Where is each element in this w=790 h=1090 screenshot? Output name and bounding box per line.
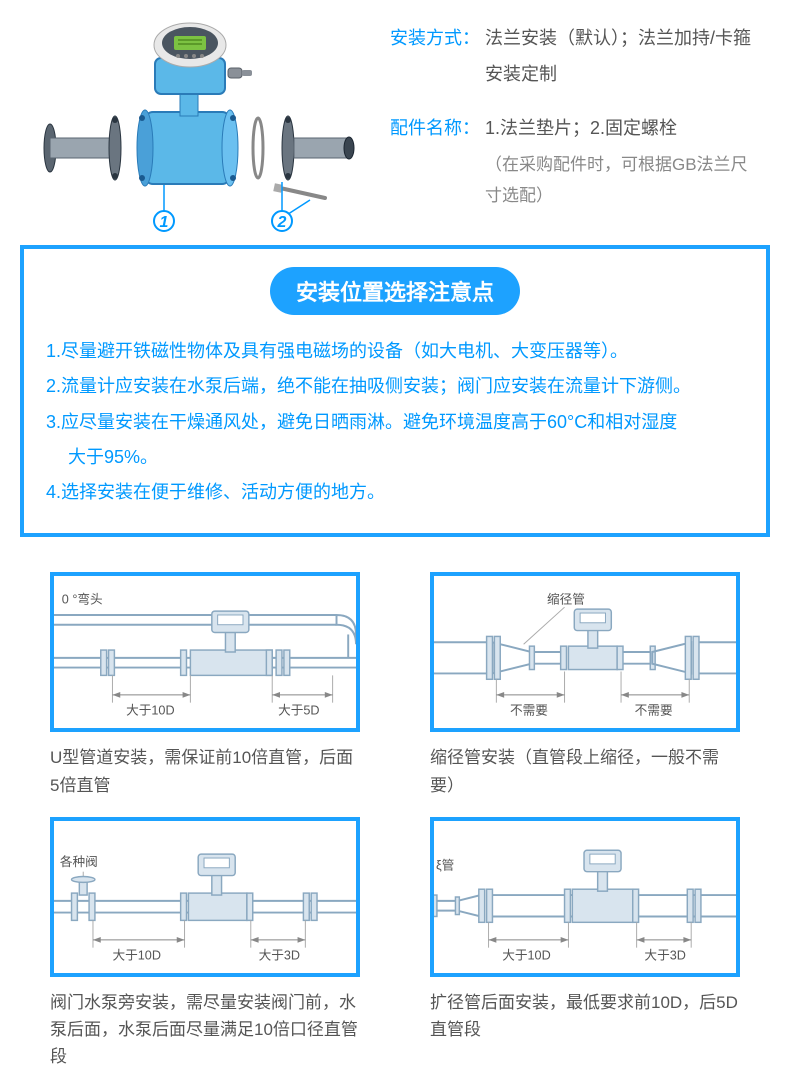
spec-value: 1.法兰垫片；2.固定螺栓 bbox=[485, 110, 677, 146]
product-diagram: 1 2 bbox=[30, 20, 360, 220]
spec-label: 配件名称： bbox=[390, 110, 485, 146]
label-top: 各种阀 bbox=[60, 854, 98, 869]
notice-item: 3.应尽量安装在干燥通风处，避免日晒雨淋。避免环境温度高于60°C和相对湿度 bbox=[46, 406, 744, 439]
dim-right: 大于3D bbox=[259, 948, 301, 962]
spec-note: （在采购配件时，可根据GB法兰尺寸选配） bbox=[485, 150, 760, 211]
dim-right: 大于5D bbox=[278, 704, 320, 718]
spec-label: 安装方式： bbox=[390, 20, 485, 92]
install-caption: U型管道安装，需保证前10倍直管，后面5倍直管 bbox=[50, 744, 360, 798]
dim-left: 大于10D bbox=[112, 948, 161, 962]
product-spec-row: 1 2 安装方式： 法兰安装（默认）；法兰加持/卡箍安装定制 配件名称： 1.法… bbox=[0, 0, 790, 230]
dim-left: 大于10D bbox=[502, 948, 551, 962]
notice-list: 1.尽量避开铁磁性物体及具有强电磁场的设备（如大电机、大变压器等）。 2.流量计… bbox=[46, 335, 744, 509]
dim-right: 大于3D bbox=[644, 948, 686, 962]
install-diagram: 0 °弯头 bbox=[50, 572, 360, 732]
install-panel-expander: ξ管 bbox=[430, 817, 740, 1071]
install-diagram: 缩径管 bbox=[430, 572, 740, 732]
notice-item: 4.选择安装在便于维修、活动方便的地方。 bbox=[46, 476, 744, 509]
label-top: 0 °弯头 bbox=[62, 592, 103, 607]
install-panel-reducer: 缩径管 bbox=[430, 572, 740, 798]
install-diagram: 各种阀 bbox=[50, 817, 360, 977]
dim-right: 不需要 bbox=[635, 704, 673, 718]
install-caption: 阀门水泵旁安装，需尽量安装阀门前，水泵后面，水泵后面尽量满足10倍口径直管段 bbox=[50, 989, 360, 1071]
callout-1: 1 bbox=[153, 210, 175, 232]
install-diagram-grid: 0 °弯头 bbox=[0, 552, 790, 1090]
dim-left: 不需要 bbox=[510, 704, 548, 718]
callout-2: 2 bbox=[271, 210, 293, 232]
spec-row-install: 安装方式： 法兰安装（默认）；法兰加持/卡箍安装定制 bbox=[390, 20, 760, 92]
install-caption: 扩径管后面安装，最低要求前10D，后5D直管段 bbox=[430, 989, 740, 1043]
spec-list: 安装方式： 法兰安装（默认）；法兰加持/卡箍安装定制 配件名称： 1.法兰垫片；… bbox=[390, 20, 760, 220]
spec-value: 法兰安装（默认）；法兰加持/卡箍安装定制 bbox=[485, 20, 760, 92]
install-caption: 缩径管安装（直管段上缩径，一般不需要） bbox=[430, 744, 740, 798]
notice-item-cont: 大于95%。 bbox=[46, 441, 744, 474]
notice-item: 1.尽量避开铁磁性物体及具有强电磁场的设备（如大电机、大变压器等）。 bbox=[46, 335, 744, 368]
install-panel-valve: 各种阀 bbox=[50, 817, 360, 1071]
notice-item: 2.流量计应安装在水泵后端，绝不能在抽吸侧安装；阀门应安装在流量计下游侧。 bbox=[46, 370, 744, 403]
install-diagram: ξ管 bbox=[430, 817, 740, 977]
dim-left: 大于10D bbox=[126, 704, 175, 718]
label-top: 缩径管 bbox=[547, 592, 585, 607]
install-notice-box: 安装位置选择注意点 1.尽量避开铁磁性物体及具有强电磁场的设备（如大电机、大变压… bbox=[20, 245, 770, 537]
install-panel-u-pipe: 0 °弯头 bbox=[50, 572, 360, 798]
notice-title: 安装位置选择注意点 bbox=[270, 267, 520, 315]
label-top: ξ管 bbox=[436, 859, 454, 873]
spec-row-parts: 配件名称： 1.法兰垫片；2.固定螺栓 bbox=[390, 110, 760, 146]
